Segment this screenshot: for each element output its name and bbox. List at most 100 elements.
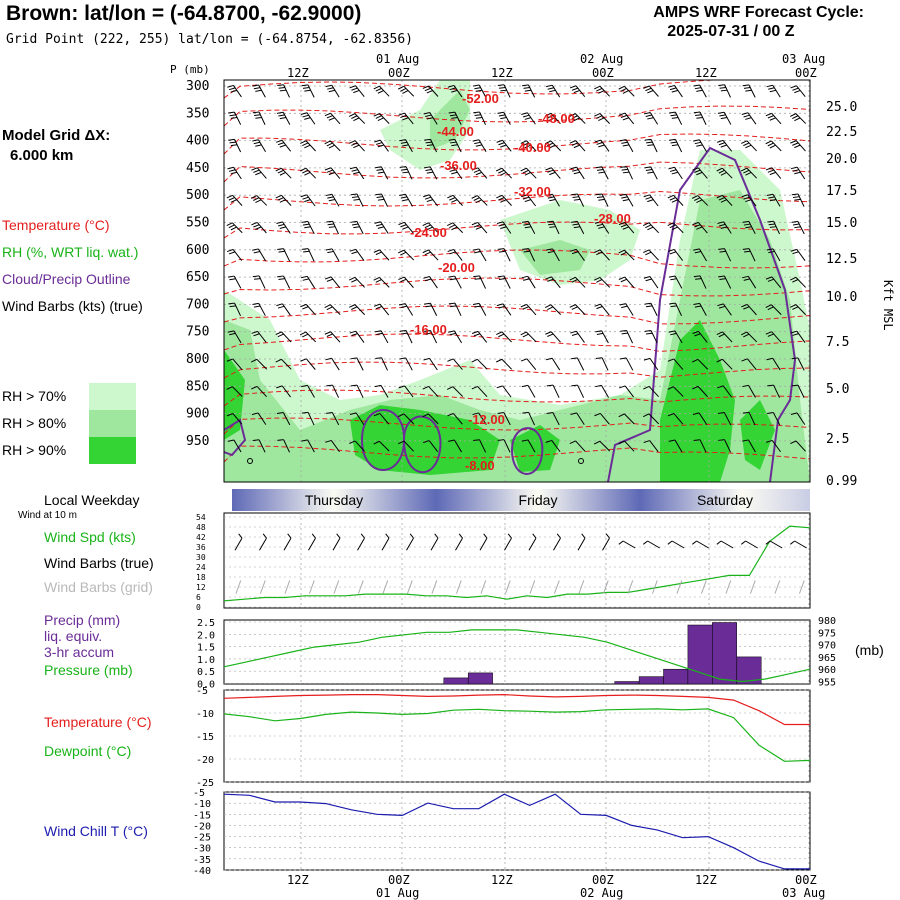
grid-wind-barb [529,580,536,594]
grid-wind-barb [382,580,389,594]
barb-feather [496,139,503,143]
barb-staff [306,194,316,207]
barb-staff [770,140,782,152]
barb-feather [743,142,750,147]
wind-barb [324,167,341,179]
barb-feather [374,221,381,224]
barb-feather [621,305,628,309]
barb-staff [724,248,732,262]
barb-staff [771,331,782,343]
wind-barb [251,330,267,343]
barb-feather [255,144,262,147]
barb-feather [325,439,332,443]
barb-staff [307,84,315,98]
barb-feather [716,331,723,336]
wind-barb [324,112,341,125]
barb-feather [742,411,750,414]
barb-feather [581,533,586,539]
barb-staff [748,439,756,453]
barb-feather [569,276,576,281]
wind-barb [570,248,585,261]
legend-rh80-label: RH > 80% [2,415,67,431]
barb-staff [281,358,292,370]
isotherm [224,277,810,297]
barb-feather [262,533,267,539]
barb-staff [406,580,413,594]
wind-barb [471,167,488,179]
barb-feather [671,226,678,231]
barb-feather [790,330,798,334]
barb-feather [473,224,480,228]
wind-barb [228,302,241,317]
barb-feather [741,358,748,362]
wind-barb [349,440,365,452]
temp-panel-frame [223,689,811,783]
wind-barb [741,275,757,289]
barb-staff [696,540,709,549]
barb-feather [373,412,381,417]
barb-feather [720,226,728,229]
isotherm-label: -24.00 [410,225,447,240]
barb-staff [431,580,438,594]
barb-feather [765,304,772,308]
barb-feather [644,330,652,332]
barb-feather [304,172,311,176]
barb-feather [226,386,233,390]
grid-wind-barb [480,580,487,594]
barb-feather [373,85,380,90]
legend-temperature: Temperature (°C) [2,217,110,233]
wind-barb [375,193,389,207]
barb-staff [746,304,757,316]
wind-barb [693,84,707,98]
wind-barb [424,330,438,344]
barb-feather [279,89,287,92]
barb-staff [673,249,684,261]
barb-feather [790,140,797,144]
barb-feather [667,248,675,252]
barb-feather [520,303,527,308]
bottom-date-label: 01 Aug [376,886,419,900]
barb-feather [311,533,316,539]
top-date-label: 01 Aug [376,52,419,66]
barb-feather [375,166,382,169]
barb-feather [451,171,458,175]
barb-staff [697,167,708,179]
barb-feather [572,223,579,226]
barb-feather [328,198,336,202]
wind-barb [789,113,807,124]
wind-barb [594,249,610,261]
barb-staff [577,537,586,551]
barb-feather [498,142,505,146]
barb-feather [766,248,774,251]
barb-feather [351,142,358,146]
barb-staff [649,194,659,207]
barb-staff [772,412,781,426]
barb-staff [553,537,561,551]
barb-feather [475,116,483,119]
barb-feather [474,305,481,308]
barb-staff [307,439,315,453]
barb-feather [423,357,430,361]
barb-feather [376,168,383,171]
wind-barb [643,385,659,398]
barb-feather [668,330,675,333]
barb-feather [473,197,480,201]
barb-feather [475,144,483,147]
barb-staff [746,140,757,152]
barb-staff [231,386,243,397]
precip-bar [687,624,713,685]
wind-barb [349,85,365,98]
barb-feather [596,306,603,310]
barb-feather [228,302,235,305]
cross-section-content [224,80,810,482]
barb-staff [623,249,635,261]
barb-feather [400,251,407,256]
barb-staff [722,167,733,179]
day-band-friday: Friday [436,489,640,511]
wind-barb [373,113,390,124]
barb-feather [473,111,480,114]
barb-feather [401,168,408,171]
barb-feather [399,303,406,306]
wind-barb [301,384,315,398]
barb-feather [693,302,700,305]
